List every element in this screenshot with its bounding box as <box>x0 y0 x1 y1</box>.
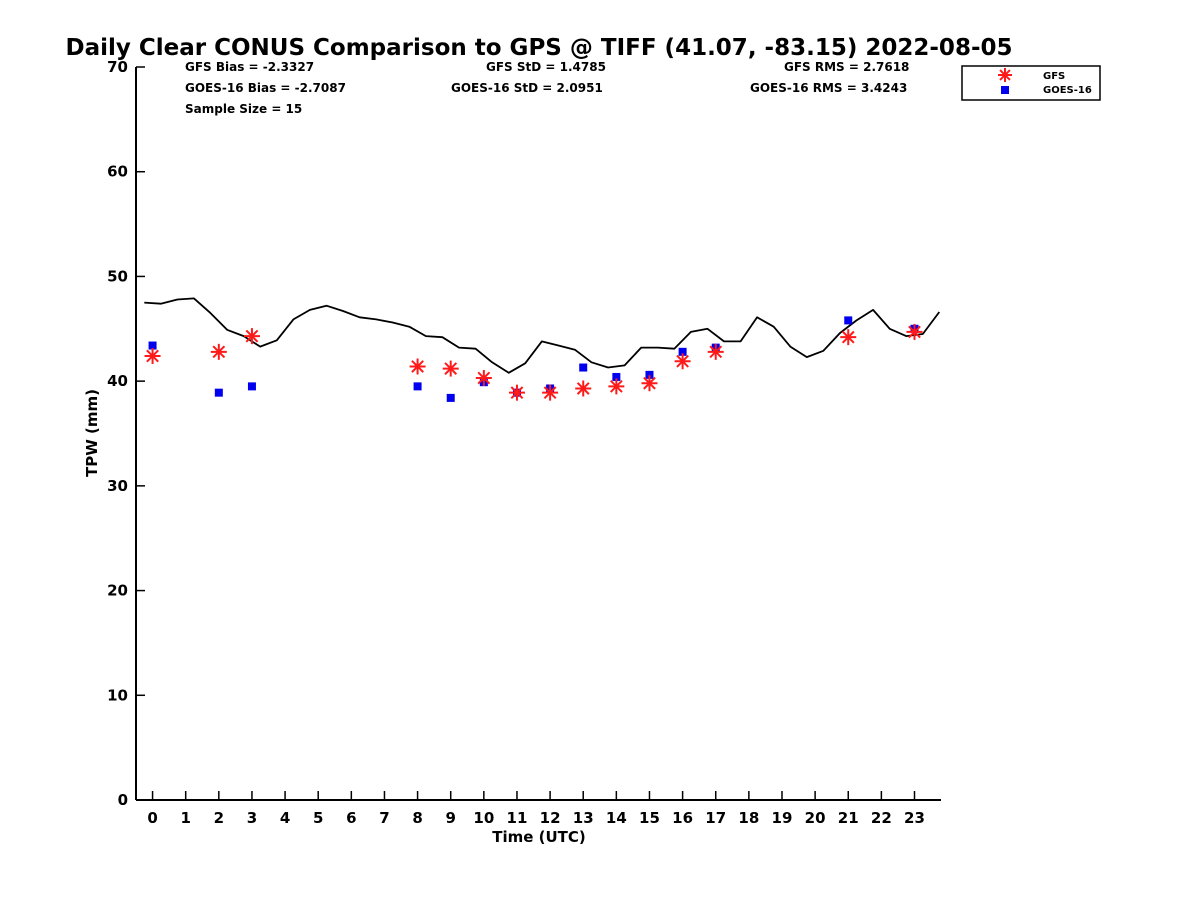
x-tick-label: 19 <box>772 809 793 827</box>
chart-title: Daily Clear CONUS Comparison to GPS @ TI… <box>65 35 1012 61</box>
y-tick-label: 0 <box>118 791 128 809</box>
goes-point <box>446 393 455 402</box>
legend-goes-label: GOES-16 <box>1043 85 1092 96</box>
legend: GFS GOES-16 <box>961 65 1101 101</box>
x-tick-label: 8 <box>412 809 422 827</box>
x-tick-label: 6 <box>346 809 356 827</box>
goes-point <box>214 388 223 397</box>
y-tick-label: 50 <box>107 267 128 285</box>
gfs-point <box>210 343 227 360</box>
y-tick-label: 30 <box>107 477 128 495</box>
x-tick-label: 15 <box>639 809 660 827</box>
x-tick-label: 11 <box>507 809 528 827</box>
legend-box <box>961 65 1101 101</box>
y-axis-label: TPW (mm) <box>83 389 101 477</box>
x-axis-label: Time (UTC) <box>492 828 586 846</box>
goes-point <box>413 382 422 391</box>
y-tick-label: 10 <box>107 686 128 704</box>
x-tick-label: 2 <box>214 809 224 827</box>
x-tick-label: 20 <box>805 809 826 827</box>
goes-point <box>678 347 687 356</box>
markers-layer <box>144 316 923 402</box>
gfs-point <box>608 378 625 395</box>
x-tick-label: 5 <box>313 809 323 827</box>
x-tick-label: 13 <box>573 809 594 827</box>
goes-point <box>844 316 853 325</box>
gps-line-layer <box>144 297 941 374</box>
gfs-point <box>475 370 492 387</box>
x-tick-label: 21 <box>838 809 859 827</box>
x-tick-label: 18 <box>738 809 759 827</box>
y-tick-label: 20 <box>107 582 128 600</box>
gfs-point <box>707 343 724 360</box>
x-tick-label: 9 <box>445 809 455 827</box>
y-tick-label: 40 <box>107 372 128 390</box>
x-tick-label: 4 <box>280 809 290 827</box>
goes-point <box>148 341 157 350</box>
gfs-point <box>542 384 559 401</box>
goes-point <box>612 372 621 381</box>
x-tick-label: 12 <box>540 809 561 827</box>
x-tick-label: 16 <box>672 809 693 827</box>
x-tick-label: 23 <box>904 809 925 827</box>
sample-size-text: Sample Size = 15 <box>185 102 302 116</box>
stats-block: GFS Bias = -2.3327 GOES-16 Bias = -2.708… <box>185 60 909 116</box>
gfs-bias-text: GFS Bias = -2.3327 <box>185 60 314 74</box>
gfs-point <box>508 384 525 401</box>
x-tick-label: 22 <box>871 809 892 827</box>
goes-std-text: GOES-16 StD = 2.0951 <box>451 81 603 95</box>
gfs-point <box>840 329 857 346</box>
y-tick-label: 70 <box>107 58 128 76</box>
legend-gfs-label: GFS <box>1043 71 1065 82</box>
gfs-rms-text: GFS RMS = 2.7618 <box>784 60 909 74</box>
gfs-point <box>144 348 161 365</box>
goes-point <box>645 370 654 379</box>
goes-point <box>579 363 588 372</box>
x-tick-label: 17 <box>705 809 726 827</box>
goes-rms-text: GOES-16 RMS = 3.4243 <box>750 81 907 95</box>
x-tick-label: 3 <box>247 809 257 827</box>
x-tick-label: 10 <box>473 809 494 827</box>
y-tick-label: 60 <box>107 163 128 181</box>
gfs-std-text: GFS StD = 1.4785 <box>486 60 606 74</box>
gfs-point <box>641 375 658 392</box>
x-tick-label: 14 <box>606 809 627 827</box>
gfs-point <box>243 328 260 345</box>
legend-goes-marker <box>1001 86 1009 94</box>
x-tick-label: 0 <box>147 809 157 827</box>
gfs-point <box>575 380 592 397</box>
gfs-point <box>906 323 923 340</box>
x-tick-label: 7 <box>379 809 389 827</box>
x-tick-label: 1 <box>180 809 190 827</box>
gfs-point <box>442 360 459 377</box>
goes-point <box>247 382 256 391</box>
goes-bias-text: GOES-16 Bias = -2.7087 <box>185 81 346 95</box>
gps-line <box>144 297 941 374</box>
gfs-point <box>409 358 426 375</box>
gfs-point <box>674 353 691 370</box>
legend-gfs-marker <box>998 68 1012 82</box>
